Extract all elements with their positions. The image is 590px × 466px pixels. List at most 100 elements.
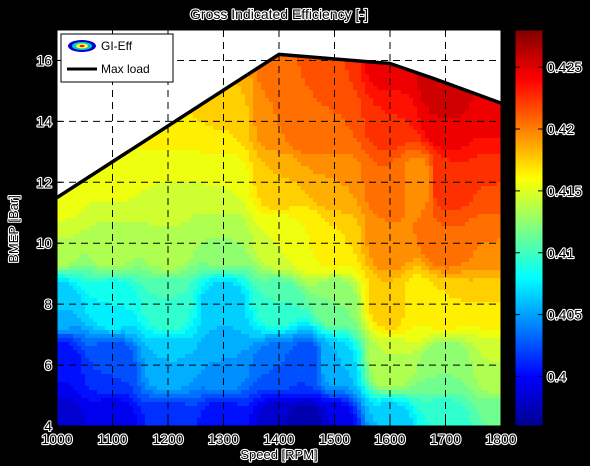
contour-cell [421,98,426,103]
contour-cell [169,134,174,139]
contour-cell [441,178,446,183]
contour-cell [261,70,266,75]
contour-cell [61,210,66,215]
contour-cell [317,166,322,171]
contour-cell [397,134,402,139]
contour-cell [273,198,278,203]
contour-cell [117,198,122,203]
contour-cell [269,154,274,159]
contour-cell [309,182,314,187]
contour-cell [193,118,198,123]
contour-cell [337,130,342,135]
contour-cell [129,206,134,211]
contour-cell [269,166,274,171]
contour-cell [225,202,230,207]
contour-cell [305,86,310,91]
contour-cell [309,70,314,75]
contour-cell [273,190,278,195]
contour-cell [421,158,426,163]
contour-cell [445,138,450,143]
contour-cell [189,142,194,147]
contour-cell [185,174,190,179]
contour-cell [241,134,246,139]
contour-cell [425,146,430,151]
contour-cell [361,82,366,87]
contour-cell [269,66,274,71]
contour-cell [481,186,486,191]
contour-cell [397,90,402,95]
contour-cell [265,102,270,107]
contour-cell [413,198,418,203]
contour-cell [461,198,466,203]
contour-cell [413,170,418,175]
contour-cell [297,74,302,79]
contour-cell [249,118,254,123]
contour-cell [481,154,486,159]
contour-cell [473,142,478,147]
contour-cell [249,186,254,191]
contour-cell [261,142,266,147]
contour-cell [213,158,218,163]
contour-cell [205,134,210,139]
contour-cell [269,162,274,167]
contour-cell [261,182,266,187]
contour-cell [201,202,206,207]
contour-cell [253,146,258,151]
contour-cell [177,154,182,159]
contour-cell [369,70,374,75]
contour-cell [489,126,494,131]
contour-cell [177,130,182,135]
contour-cell [217,150,222,155]
contour-cell [137,174,142,179]
contour-cell [217,170,222,175]
contour-cell [101,198,106,203]
contour-cell [373,118,378,123]
contour-cell [341,166,346,171]
contour-cell [409,202,414,207]
contour-cell [385,190,390,195]
contour-cell [265,158,270,163]
contour-cell [157,182,162,187]
contour-cell [269,130,274,135]
contour-cell [157,194,162,199]
contour-cell [313,118,318,123]
contour-cell [129,182,134,187]
contour-cell [349,122,354,127]
contour-cell [485,154,490,159]
contour-cell [381,74,386,79]
contour-cell [169,126,174,131]
contour-cell [77,190,82,195]
contour-cell [201,114,206,119]
contour-cell [257,74,262,79]
contour-cell [189,186,194,191]
contour-cell [161,146,166,151]
contour-cell [493,130,498,135]
contour-cell [289,78,294,83]
contour-cell [117,182,122,187]
contour-cell [313,202,318,207]
contour-cell [485,150,490,155]
contour-cell [305,126,310,131]
contour-cell [81,198,86,203]
contour-cell [201,186,206,191]
contour-cell [397,158,402,163]
contour-cell [81,182,86,187]
contour-cell [405,122,410,127]
contour-cell [137,198,142,203]
contour-cell [477,134,482,139]
contour-cell [457,94,462,99]
contour-cell [357,162,362,167]
contour-cell [101,202,106,207]
contour-cell [473,138,478,143]
contour-cell [261,86,266,91]
contour-cell [341,138,346,143]
contour-cell [229,118,234,123]
contour-cell [233,170,238,175]
contour-cell [289,154,294,159]
contour-cell [261,146,266,151]
contour-cell [365,118,370,123]
contour-cell [237,114,242,119]
contour-cell [481,150,486,155]
contour-cell [361,146,366,151]
contour-cell [301,66,306,71]
